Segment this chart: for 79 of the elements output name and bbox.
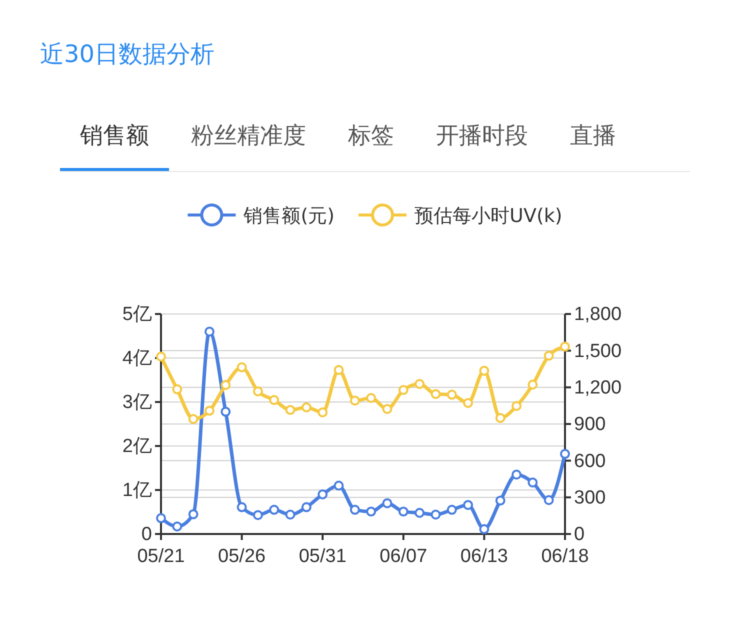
point [544, 350, 554, 361]
y2-tick-label: 1,500 [574, 340, 622, 362]
point [366, 392, 376, 403]
point [252, 510, 263, 520]
point [204, 406, 214, 416]
point [463, 398, 474, 408]
text: 标签 [347, 123, 394, 149]
point [172, 522, 182, 532]
x-tick-label: 05/31 [298, 546, 346, 567]
y2-tick-label: 600 [574, 450, 606, 472]
point [398, 506, 408, 517]
text: 直播 [570, 123, 616, 149]
point [398, 385, 408, 396]
y-tick-label: 3亿 [122, 392, 152, 414]
legend-label: 预估每小时UV(k) [414, 205, 562, 227]
x-tick-label: 05/26 [218, 546, 266, 567]
point [220, 380, 231, 390]
point [430, 389, 441, 400]
point [188, 509, 198, 520]
point [446, 390, 457, 400]
point [528, 478, 538, 488]
point [479, 366, 490, 376]
point [512, 470, 522, 480]
point [366, 506, 376, 517]
y2-tick-label: 900 [574, 414, 606, 436]
x-tick-label: 05/21 [137, 546, 185, 567]
x-tick-label: 06/18 [541, 546, 589, 567]
point [172, 384, 182, 394]
y-tick-label: 5亿 [122, 304, 152, 326]
point [236, 502, 247, 512]
point [512, 401, 522, 412]
point [544, 495, 554, 506]
text: 销售额 [79, 123, 149, 149]
point [495, 413, 506, 423]
point [495, 496, 506, 506]
x-tick-label: 06/13 [460, 546, 508, 567]
y-tick-label: 1亿 [122, 480, 152, 502]
point [334, 364, 344, 375]
point [301, 502, 312, 512]
point [252, 386, 263, 396]
point [430, 510, 441, 520]
point [479, 524, 490, 534]
point [318, 407, 328, 418]
point [446, 504, 457, 515]
y2-tick-label: 1,200 [574, 377, 622, 398]
point [285, 510, 296, 520]
point [269, 395, 280, 406]
point [334, 480, 344, 491]
point [156, 513, 166, 524]
point [414, 508, 425, 518]
point [382, 404, 392, 414]
point [382, 498, 392, 508]
point [528, 380, 538, 390]
point [350, 504, 360, 515]
text: 开播时段 [436, 123, 528, 149]
y-tick-label: 4亿 [122, 348, 152, 370]
y2-tick-label: 1,800 [574, 304, 622, 326]
point [560, 448, 570, 459]
y-tick-label: 2亿 [122, 436, 152, 458]
point [285, 404, 296, 415]
point [236, 362, 247, 372]
point [414, 379, 425, 390]
point [463, 500, 474, 510]
point [188, 414, 198, 424]
point [156, 352, 166, 362]
point [560, 342, 570, 352]
y-tick-label: 0 [141, 524, 152, 546]
point [269, 504, 280, 515]
x-tick-label: 06/07 [380, 546, 428, 567]
y2-tick-label: 300 [574, 487, 606, 508]
point [318, 489, 328, 500]
y2-tick-label: 0 [574, 524, 585, 546]
chart-title: 近30日数据分析 [40, 40, 215, 68]
point [220, 406, 231, 417]
text: 粉丝精准度 [191, 123, 306, 149]
point [204, 326, 214, 337]
point [350, 396, 360, 406]
legend-label: 销售额(元) [242, 205, 335, 227]
point [301, 402, 312, 412]
